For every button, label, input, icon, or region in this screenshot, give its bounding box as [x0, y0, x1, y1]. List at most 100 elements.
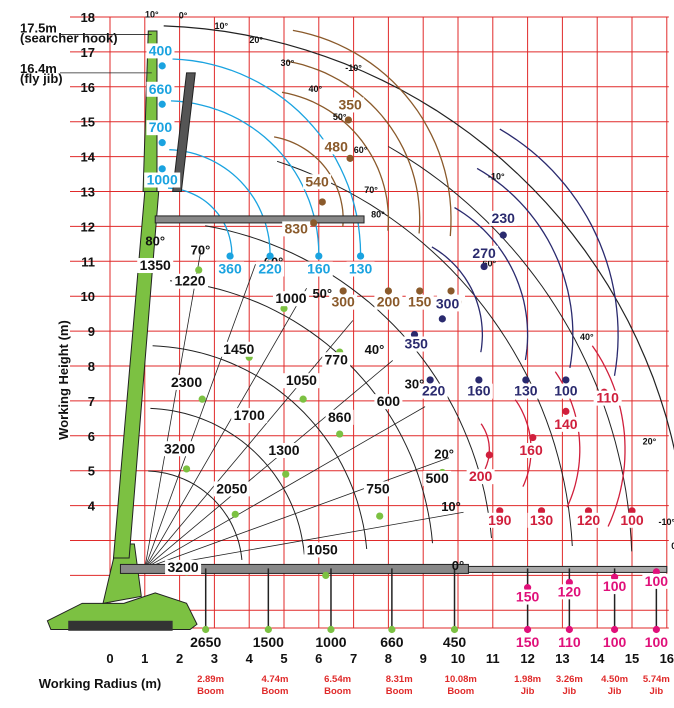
load-label: 480 — [325, 138, 349, 154]
load-label-bg — [423, 470, 452, 486]
radius-caption-value: 8.31m — [386, 674, 413, 685]
load-point — [522, 376, 530, 384]
load-label-bg — [593, 390, 622, 406]
load-label-bg — [322, 352, 351, 368]
boom-envelope-arc — [152, 345, 368, 550]
load-label: 1050 — [307, 541, 338, 557]
load-point — [416, 287, 424, 295]
load-label: 1220 — [174, 273, 205, 289]
load-label: 360 — [218, 261, 242, 277]
axes: 0 1 2 3 4 5 6 7 8 9 10 11 12 13 14 15 164567891011121314… — [20, 10, 674, 697]
fly-jib-arc — [292, 29, 452, 237]
load-label-bg — [146, 43, 175, 59]
y-tick-label: 5 — [88, 464, 95, 479]
load-point — [158, 165, 166, 173]
angle-label: 50° — [333, 112, 347, 122]
load-label: 110 — [558, 634, 581, 650]
load-point — [447, 287, 455, 295]
boom-angle-label: 0° — [452, 558, 464, 573]
angle-label: 60° — [483, 259, 497, 269]
x-tick-label: 12 — [520, 651, 534, 666]
load-label-bg — [551, 383, 580, 399]
load-label-bg — [168, 374, 205, 390]
load-point — [499, 231, 507, 239]
x-tick-label: 6 — [315, 651, 322, 666]
load-point — [336, 430, 344, 438]
load-point — [344, 116, 352, 124]
load-label-bg — [600, 634, 629, 650]
jib-arc — [514, 399, 532, 487]
radius-caption-label: Boom — [197, 686, 224, 697]
load-point — [480, 262, 488, 271]
load-label-bg — [266, 442, 302, 458]
load-label-bg — [555, 584, 584, 600]
load-label: 660 — [149, 81, 173, 97]
load-label-bg — [466, 469, 495, 485]
radius-caption-label: Jib — [608, 686, 622, 697]
load-label: 130 — [514, 383, 538, 399]
load-label-bg — [283, 373, 320, 389]
radius-caption-label: Boom — [386, 686, 413, 697]
fly-jib-arc — [169, 149, 271, 255]
boom-angle-ray — [144, 320, 354, 569]
load-label-bg — [312, 634, 349, 650]
load-point — [158, 139, 166, 147]
boom-envelope-arc — [150, 407, 305, 555]
load-label: 220 — [422, 383, 446, 399]
load-point — [322, 571, 330, 580]
x-tick-label: 15 — [625, 651, 639, 666]
load-point — [475, 376, 483, 384]
load-label: 150 — [516, 634, 540, 650]
boom-angle-ray — [144, 249, 202, 569]
boom-angle-ray — [144, 360, 393, 569]
angle-label: -10° — [345, 63, 362, 73]
radius-caption-label: Jib — [562, 686, 576, 697]
x-tick-label: 3 — [211, 651, 218, 666]
x-tick-label: 1 — [141, 651, 148, 666]
load-point — [158, 62, 166, 70]
jib-arc — [454, 207, 529, 361]
load-label-bg — [574, 512, 603, 528]
x-tick-label: 0 — [106, 651, 113, 666]
load-label: 750 — [366, 480, 390, 496]
boom-envelope-arc — [169, 280, 433, 544]
load-label: 1000 — [275, 290, 306, 306]
load-point — [182, 465, 191, 473]
load-label-bg — [165, 559, 202, 575]
radius-caption-label: Jib — [521, 686, 535, 697]
load-point — [327, 625, 335, 634]
load-label: 1350 — [140, 257, 171, 273]
reach-curves — [144, 25, 674, 569]
load-label-bg — [144, 172, 181, 188]
load-point — [485, 451, 493, 459]
angle-label: 10° — [215, 21, 229, 31]
jib-arc — [499, 128, 619, 376]
load-label: 270 — [472, 245, 496, 261]
load-label: 230 — [492, 210, 516, 226]
load-label-bg — [374, 394, 403, 410]
boom-angle-label: 80° — [145, 234, 165, 249]
radius-caption-label: Jib — [649, 686, 663, 697]
angle-label: 70° — [364, 185, 378, 195]
load-label: 1700 — [234, 407, 265, 423]
y-axis-title: Working Height (m) — [56, 320, 71, 440]
radius-caption-value: 6.54m — [324, 674, 351, 685]
radius-caption-label: Boom — [261, 686, 288, 697]
boom-horizontal-high — [154, 215, 365, 224]
boom-angle-label: 70° — [191, 242, 211, 257]
y-tick-label: 17 — [81, 45, 95, 60]
load-label: 1000 — [315, 634, 346, 650]
main-boom — [112, 191, 160, 559]
load-label: 100 — [645, 573, 669, 589]
jib-arc — [431, 246, 484, 353]
load-label-bg — [161, 441, 198, 457]
load-label-bg — [346, 261, 375, 277]
load-label-bg — [642, 573, 671, 589]
y-tick-label: 9 — [88, 324, 95, 339]
load-label-bg — [187, 634, 224, 650]
angle-label: -10° — [658, 517, 674, 527]
x-axis-title: Working Radius (m) — [39, 676, 162, 691]
load-label: 100 — [603, 578, 627, 594]
angle-label: 0° — [179, 11, 188, 21]
